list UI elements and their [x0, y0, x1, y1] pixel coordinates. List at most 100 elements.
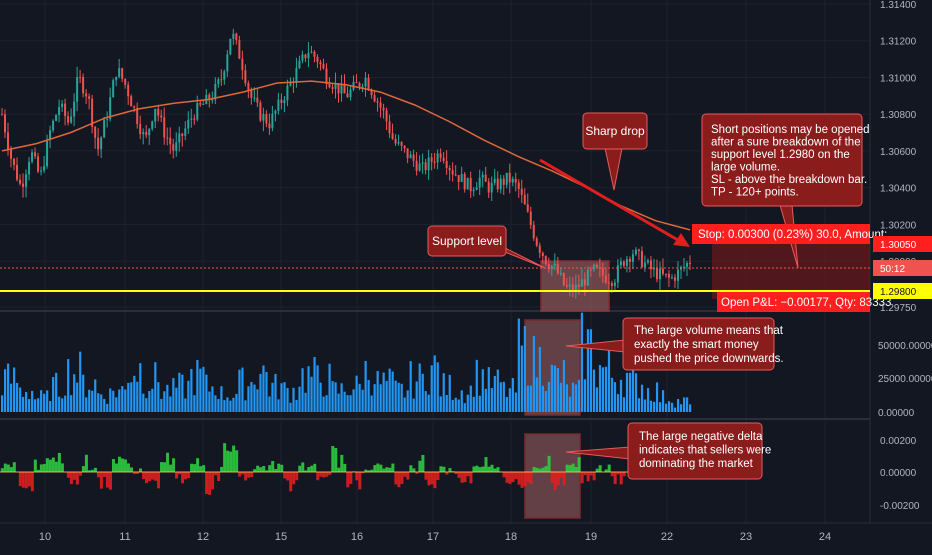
candle-body [428, 157, 430, 170]
volume-bar [557, 368, 559, 412]
delta-bar [301, 462, 304, 472]
candle-body [530, 212, 532, 225]
candle-body [196, 103, 198, 120]
candle-body [211, 100, 213, 101]
callout-line: SL - above the breakdown bar. [711, 174, 867, 186]
candle-body [380, 103, 382, 108]
candle-body [229, 39, 231, 55]
volume-bar [449, 375, 451, 412]
delta-bar [316, 472, 319, 480]
price-tick-label: 1.31000 [880, 73, 917, 84]
volume-bar [389, 369, 391, 412]
volume-bar [274, 374, 276, 412]
volume-bar [518, 319, 520, 412]
candle-body [55, 115, 57, 121]
candle-body [566, 285, 568, 287]
candle-body [593, 265, 595, 270]
delta-bar [488, 467, 491, 472]
delta-bar [346, 472, 349, 487]
volume-bar [19, 387, 21, 412]
candle-body [154, 109, 156, 122]
delta-bar [515, 472, 518, 479]
candle-body [605, 276, 607, 283]
delta-bar [10, 467, 13, 472]
volume-bar [362, 390, 364, 412]
stop-label[interactable]: Stop: 0.00300 (0.23%) 30.0, Amount: [692, 224, 887, 244]
volume-bar [578, 380, 580, 412]
delta-bar [271, 461, 274, 472]
candle-body [172, 144, 174, 150]
candle-body [343, 84, 345, 93]
delta-bar [211, 472, 214, 489]
delta-bar [238, 472, 241, 477]
candle-body [166, 138, 168, 139]
time-tick-label: 18 [505, 531, 517, 543]
volume-bar [374, 384, 376, 412]
candle-body [635, 250, 637, 255]
delta-bar [442, 467, 445, 472]
volume-bar [548, 382, 550, 412]
delta-bar [355, 472, 358, 480]
volume-bar [437, 362, 439, 412]
volume-bar [121, 386, 123, 412]
delta-bar [31, 472, 34, 491]
volume-bar [635, 373, 637, 412]
volume-bar [97, 393, 99, 412]
delta-bar [325, 472, 328, 477]
delta-bar [73, 472, 76, 480]
candle-body [431, 157, 433, 161]
volume-bar [73, 374, 75, 412]
delta-bar [527, 472, 530, 482]
volume-bar [434, 355, 436, 412]
volume-bar [416, 381, 418, 412]
candle-body [611, 283, 613, 286]
volume-bar [160, 399, 162, 412]
delta-bar [13, 462, 16, 472]
delta-bar [76, 472, 79, 485]
volume-bar [112, 391, 114, 412]
delta-bar [61, 463, 64, 472]
delta-bar [466, 472, 469, 476]
candle-body [401, 142, 403, 146]
volume-bar [226, 397, 228, 412]
volume-bar [533, 336, 535, 412]
delta-bar [190, 464, 193, 472]
volume-bar [419, 363, 421, 412]
candle-body [386, 110, 388, 121]
delta-bar [542, 468, 545, 472]
delta-bar [436, 472, 439, 480]
volume-bar [337, 394, 339, 412]
candle-body [578, 284, 580, 286]
candle-body [554, 264, 556, 266]
volume-bar [545, 391, 547, 412]
volume-bar [347, 395, 349, 412]
candle-body [587, 270, 589, 286]
callout-support-level-text: Support level [432, 234, 502, 248]
delta-bar [503, 472, 506, 477]
pnl-label[interactable]: Open P&L: −0.00177, Qty: 83333 [717, 292, 891, 312]
volume-bar [130, 382, 132, 412]
volume-bar [587, 329, 589, 412]
candle-body [259, 103, 261, 121]
delta-bar [232, 446, 235, 472]
time-tick-label: 12 [197, 531, 209, 543]
delta-bar [533, 467, 536, 472]
candle-body [244, 70, 246, 83]
candle-body [31, 152, 33, 161]
delta-bar [620, 472, 623, 484]
delta-bar [475, 466, 478, 472]
volume-bar [157, 382, 159, 412]
delta-bar [569, 465, 572, 472]
candle-body [347, 93, 349, 97]
delta-bar [289, 472, 292, 491]
candle-body [569, 284, 571, 286]
candle-body [521, 189, 523, 195]
candle-body [118, 68, 120, 77]
volume-bar [283, 382, 285, 412]
candle-body [88, 96, 90, 98]
delta-bar [481, 467, 484, 472]
delta-bar [193, 464, 196, 472]
